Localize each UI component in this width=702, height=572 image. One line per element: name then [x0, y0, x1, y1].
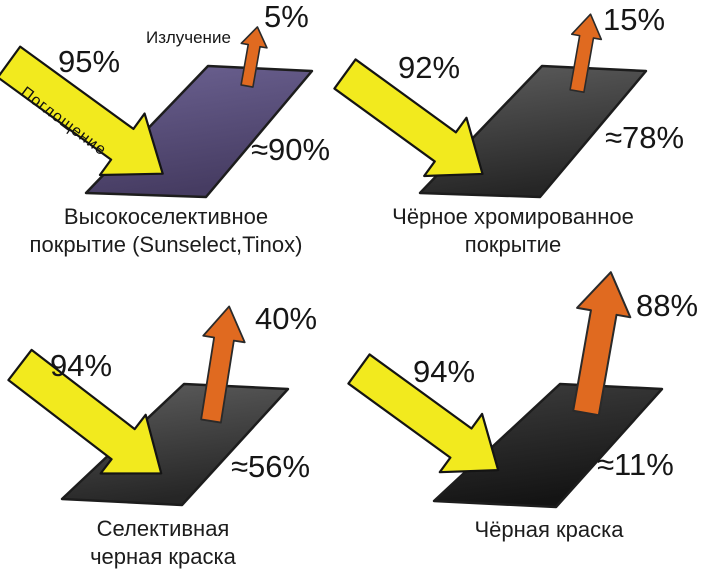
absorption-arrow-highly-selective: [0, 45, 164, 177]
efficiency-value-black-paint: ≈11%: [597, 447, 674, 482]
caption-highly-selective: Высокоселективное покрытие (Sunselect,Ti…: [5, 203, 327, 259]
absorption-arrow-black-paint: [347, 353, 500, 474]
emission-value-black-paint: 88%: [636, 288, 699, 323]
emission-arrow-black-chrome: [569, 13, 603, 94]
absorption-value-black-paint: 94%: [413, 354, 476, 389]
absorption-value-highly-selective: 95%: [58, 44, 121, 79]
caption-black-chrome: Чёрное хромированное покрытие: [352, 203, 674, 259]
emission-label: Излучение: [146, 28, 231, 47]
caption-line: Чёрное хромированное: [392, 204, 634, 229]
emission-value-black-chrome: 15%: [603, 2, 666, 37]
emission-arrow-highly-selective: [240, 26, 268, 88]
emission-arrow-selective-black-paint: [200, 305, 246, 424]
caption-line: покрытие: [464, 232, 562, 257]
caption-line: черная краска: [90, 544, 236, 569]
absorption-value-black-chrome: 92%: [398, 50, 461, 85]
efficiency-value-selective-black-paint: ≈56%: [231, 449, 311, 484]
efficiency-value-highly-selective: ≈90%: [251, 132, 331, 167]
plate-selective-black-paint: [60, 382, 290, 507]
caption-line: Чёрная краска: [474, 517, 624, 542]
absorption-arrow-black-chrome: [333, 58, 484, 178]
caption-line: Селективная: [96, 516, 230, 541]
efficiency-value-black-chrome: ≈78%: [605, 120, 685, 155]
caption-line: Высокоселективное: [63, 204, 269, 229]
caption-line: покрытие (Sunselect,Tinox): [29, 232, 303, 257]
emission-value-highly-selective: 5%: [264, 0, 309, 34]
caption-black-paint: Чёрная краска: [388, 516, 702, 544]
absorption-arrow-selective-black-paint: [7, 348, 163, 475]
absorption-value-selective-black-paint: 94%: [50, 348, 113, 383]
emission-arrow-black-paint: [572, 271, 632, 417]
emission-value-selective-black-paint: 40%: [255, 301, 318, 336]
caption-selective-black-paint: Селективная черная краска: [0, 515, 326, 571]
